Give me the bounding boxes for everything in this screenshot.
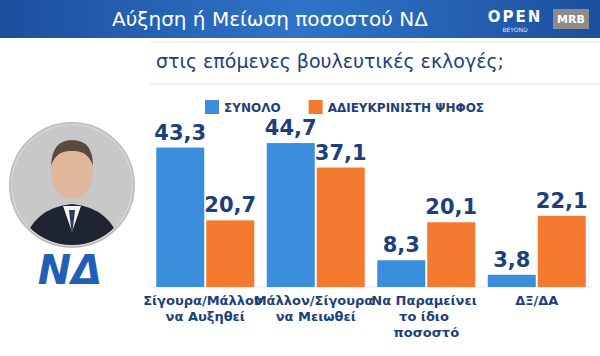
portrait-hair	[51, 140, 93, 166]
data-label: 22,1	[536, 189, 588, 213]
logo-mrb: MRB	[557, 13, 585, 26]
chart-root: Αύξηση ή Μείωση ποσοστού ΝΔ OPENBEYOND MRB…	[0, 0, 600, 356]
portrait-tie	[69, 210, 75, 236]
title: Αύξηση ή Μείωση ποσοστού ΝΔ	[112, 7, 428, 31]
chart-svg: Αύξηση ή Μείωση ποσοστού ΝΔ OPENBEYOND MRB…	[0, 0, 600, 356]
data-label: 8,3	[383, 233, 420, 257]
bar	[206, 220, 254, 287]
bar	[317, 168, 365, 287]
category-label-line: ποσοστό	[393, 325, 459, 340]
data-label: 43,3	[154, 121, 206, 145]
data-label: 20,7	[204, 193, 256, 217]
category-label-line: το ίδιο	[399, 309, 453, 324]
data-label: 3,8	[493, 248, 530, 272]
data-label: 37,1	[315, 141, 367, 165]
header-band	[0, 0, 600, 38]
legend-label: ΑΔΙΕΥΚΡΙΝΙΣΤΗ ΨΗΦΟΣ	[328, 101, 484, 115]
legend-label: ΣΥΝΟΛΟ	[224, 101, 281, 115]
legend-swatch	[309, 100, 323, 114]
logo-open: OPEN	[488, 8, 543, 26]
subtitle: στις επόμενες βουλευτικές εκλογές;	[156, 50, 504, 72]
bar	[488, 275, 536, 287]
bar	[156, 148, 204, 287]
bar	[538, 216, 586, 287]
divider	[150, 84, 600, 85]
logo-beyond: BEYOND	[502, 26, 527, 33]
data-label: 44,7	[265, 116, 317, 140]
category-label-line: ΔΞ/ΔΑ	[515, 293, 558, 308]
background	[0, 0, 600, 356]
category-label: Να Παραμείνει το ίδιο ποσοστό	[371, 293, 481, 340]
portrait	[10, 123, 134, 250]
portrait-inner	[10, 123, 134, 250]
portrait-bg	[10, 123, 134, 247]
category-label: Μάλλον/Σίγουρα να Μειωθεί	[254, 293, 378, 324]
portrait-suit	[22, 204, 122, 250]
category-label: ΔΞ/ΔΑ	[515, 293, 558, 308]
bar	[427, 222, 475, 287]
legend-swatch	[205, 100, 219, 114]
category-label: Σίγουρα/Μάλλον να Αυξηθεί	[143, 293, 267, 324]
divider	[150, 42, 600, 43]
data-labels: 43,3 44,7 8,3 3,8 20,7 37,1 20,1 22,1	[154, 116, 587, 272]
data-label: 20,1	[425, 195, 477, 219]
logo-mrb-box	[553, 9, 589, 29]
bar	[377, 260, 425, 287]
bar	[267, 143, 315, 287]
category-label-line: Να Παραμείνει	[371, 293, 481, 308]
category-label-line: Σίγουρα/Μάλλον	[143, 293, 267, 308]
bars	[156, 143, 586, 287]
category-label-line: να Μειωθεί	[276, 309, 356, 324]
logo-nd: ΝΔ	[38, 247, 102, 293]
category-label-line: να Αυξηθεί	[166, 309, 245, 324]
category-label-line: Μάλλον/Σίγουρα	[254, 293, 378, 308]
legend: ΣΥΝΟΛΟ ΑΔΙΕΥΚΡΙΝΙΣΤΗ ΨΗΦΟΣ	[205, 100, 484, 115]
value-axis	[150, 126, 151, 287]
portrait-frame	[10, 123, 134, 247]
